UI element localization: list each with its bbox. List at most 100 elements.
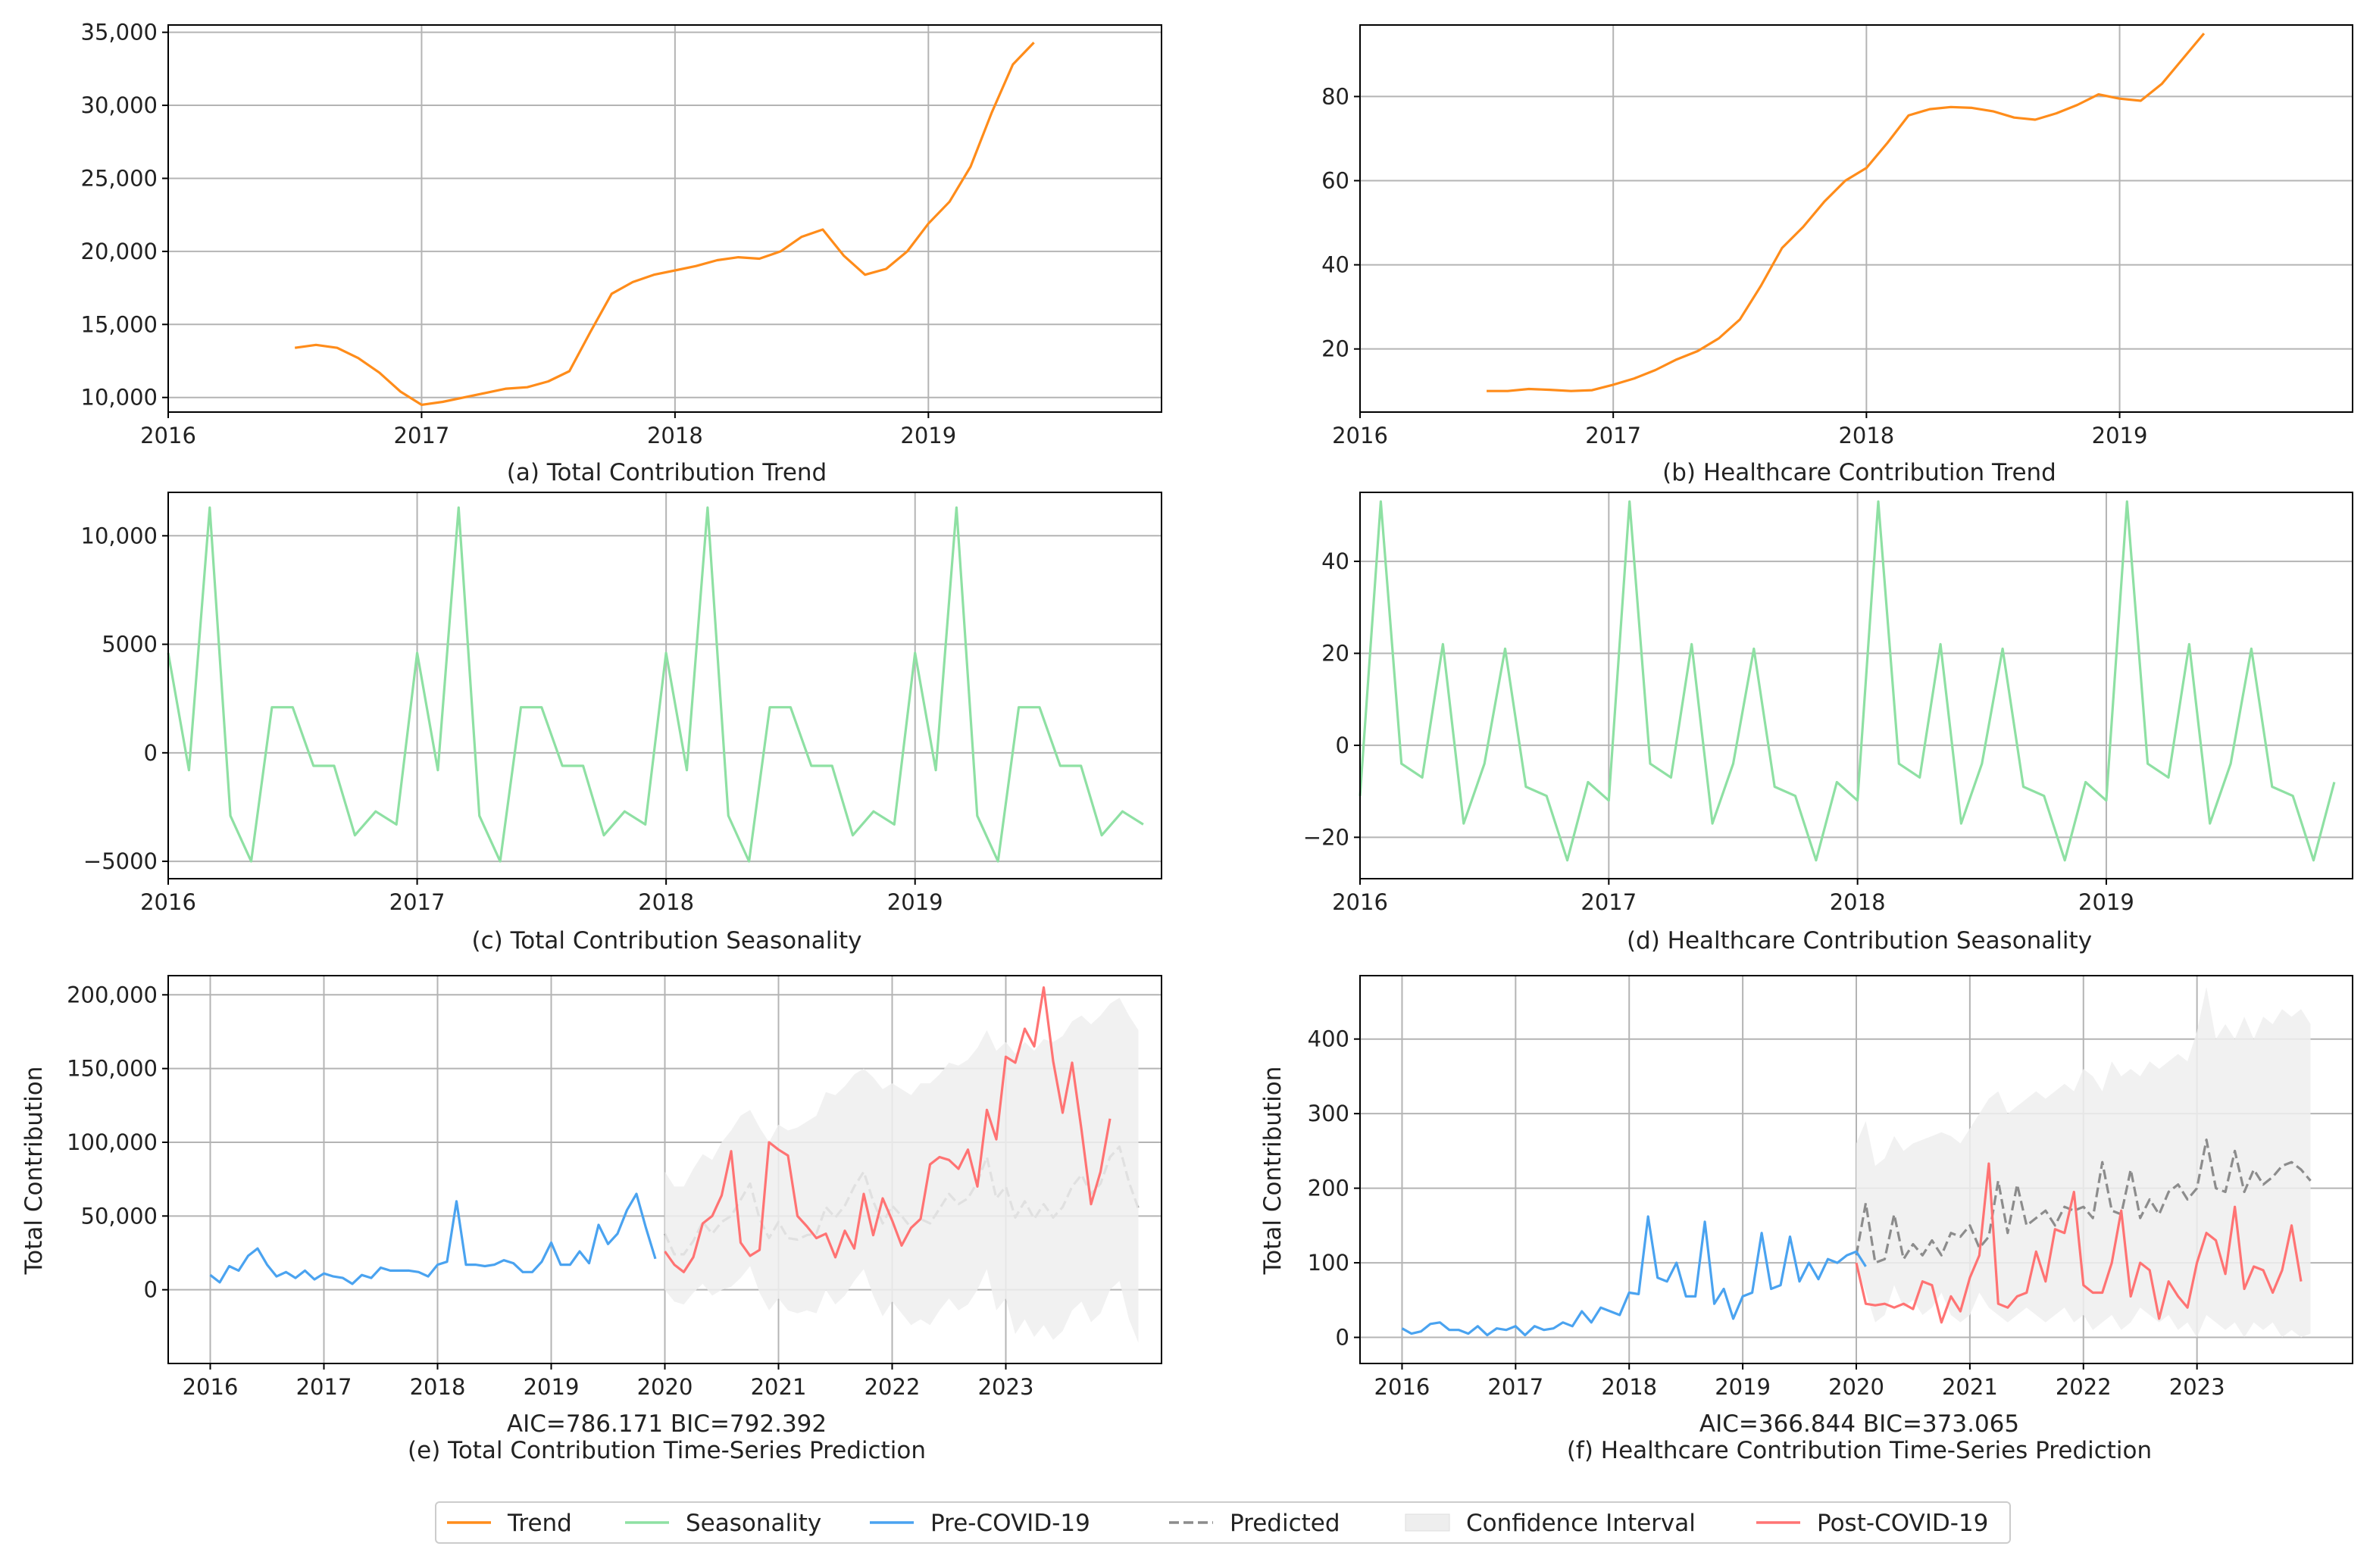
xtick-label-2018: 2018 (1601, 1374, 1657, 1400)
ytick-label-400: 400 (1308, 1026, 1349, 1052)
series-seasonality (1359, 500, 2336, 862)
legend-frame (435, 1501, 2011, 1544)
subplot-c: (c) Total Contribution Seasonality 2016 2… (81, 492, 1162, 954)
series-trend (294, 41, 1035, 407)
series-post-covid-19 (1855, 1162, 2303, 1324)
ytick-label-0: 0 (1336, 1325, 1349, 1351)
ytick-label-10,000: 10,000 (81, 385, 158, 411)
ytick-label-35,000: 35,000 (81, 20, 158, 45)
series-predicted (1855, 1138, 2312, 1264)
xtick-label-2016: 2016 (1332, 889, 1388, 915)
xtick-label-2020: 2020 (637, 1374, 693, 1400)
series-pre-covid-19 (209, 1192, 657, 1285)
series-seasonality (167, 506, 1144, 863)
xtick-label-2019: 2019 (900, 423, 956, 448)
ytick-label-100: 100 (1308, 1250, 1349, 1276)
ytick-label-25,000: 25,000 (81, 165, 158, 191)
subplot-d: (d) Healthcare Contribution Seasonality … (1303, 492, 2353, 954)
ytick-label-20: 20 (1321, 336, 1349, 362)
ytick-label-0: 0 (144, 740, 158, 766)
xtick-label-2022: 2022 (2056, 1374, 2112, 1400)
xtick-label-2016: 2016 (1374, 1374, 1430, 1400)
xtick-label-2018: 2018 (1830, 889, 1886, 915)
ytick-label-30,000: 30,000 (81, 92, 158, 118)
xtick-label-2018: 2018 (647, 423, 703, 448)
ytick-label-50,000: 50,000 (81, 1203, 158, 1229)
subplot-f: AIC=366.844 BIC=373.065 (f) Healthcare C… (1259, 975, 2353, 1464)
xtick-label-2021: 2021 (751, 1374, 807, 1400)
legend-label-confidence: Confidence Interval (1466, 1510, 1696, 1537)
xtick-label-2019: 2019 (887, 889, 943, 915)
xtick-label-2019: 2019 (1715, 1374, 1771, 1400)
xtick-label-2019: 2019 (2092, 423, 2148, 448)
ytick-label-5000: 5000 (102, 632, 158, 657)
xtick-label-2017: 2017 (296, 1374, 352, 1400)
xtick-label-2019: 2019 (524, 1374, 580, 1400)
series-confidence-interval (664, 998, 1139, 1343)
annotation-e: AIC=786.171 BIC=792.392 (507, 1410, 827, 1438)
series-pre-covid-19 (1401, 1215, 1867, 1337)
legend-label-predicted: Predicted (1230, 1510, 1340, 1537)
xtick-label-2017: 2017 (1487, 1374, 1543, 1400)
ylabel-f: Total Contribution (1259, 1067, 1287, 1276)
xtick-label-2018: 2018 (1838, 423, 1894, 448)
axes-frame (167, 24, 1162, 413)
annotation-f: AIC=366.844 BIC=373.065 (1699, 1410, 2019, 1438)
ytick-label-300: 300 (1308, 1101, 1349, 1126)
axes-frame (167, 492, 1162, 879)
xtick-label-2017: 2017 (1585, 423, 1641, 448)
ytick-label-40: 40 (1321, 548, 1349, 574)
legend-label-pre_covid: Pre-COVID-19 (930, 1510, 1090, 1537)
caption-c: (c) Total Contribution Seasonality (472, 927, 862, 954)
xtick-label-2017: 2017 (394, 423, 450, 448)
ytick-label-15,000: 15,000 (81, 311, 158, 337)
subplot-b: (b) Healthcare Contribution Trend 2016 20… (1321, 24, 2353, 486)
axes-frame (1359, 24, 2353, 413)
ylabel-e: Total Contribution (20, 1067, 48, 1276)
xtick-label-2016: 2016 (140, 889, 196, 915)
ytick-label-−5000: −5000 (83, 848, 158, 874)
subplot-e: AIC=786.171 BIC=792.392 (e) Total Contri… (20, 975, 1162, 1464)
legend-label-post_covid: Post-COVID-19 (1817, 1510, 1988, 1537)
caption-f: (f) Healthcare Contribution Time-Series … (1567, 1437, 2152, 1464)
series-post-covid-19 (664, 985, 1112, 1273)
ytick-label-20: 20 (1321, 641, 1349, 667)
xtick-label-2022: 2022 (865, 1374, 921, 1400)
xtick-label-2016: 2016 (140, 423, 196, 448)
series-trend (1487, 33, 2206, 392)
xtick-label-2023: 2023 (2169, 1374, 2225, 1400)
legend-label-seasonality: Seasonality (686, 1510, 821, 1537)
xtick-label-2016: 2016 (1332, 423, 1388, 448)
ytick-label-−20: −20 (1303, 824, 1349, 850)
xtick-label-2016: 2016 (183, 1374, 239, 1400)
ytick-label-40: 40 (1321, 252, 1349, 278)
xtick-label-2017: 2017 (1581, 889, 1637, 915)
xtick-label-2018: 2018 (638, 889, 694, 915)
series-confidence-interval (1856, 986, 2311, 1338)
ytick-label-80: 80 (1321, 83, 1349, 109)
ytick-label-60: 60 (1321, 168, 1349, 194)
xtick-label-2018: 2018 (410, 1374, 466, 1400)
legend: Trend Seasonality Pre-COVID-19 Predicted Con… (435, 1501, 2011, 1544)
xtick-label-2017: 2017 (389, 889, 446, 915)
ytick-label-200,000: 200,000 (67, 982, 158, 1007)
caption-e: (e) Total Contribution Time-Series Predi… (408, 1437, 926, 1464)
ytick-label-100,000: 100,000 (67, 1129, 158, 1155)
legend-swatch-confidence (1405, 1513, 1450, 1532)
legend-label-trend: Trend (507, 1510, 572, 1537)
ytick-label-0: 0 (144, 1277, 158, 1303)
xtick-label-2023: 2023 (978, 1374, 1034, 1400)
ytick-label-10,000: 10,000 (81, 523, 158, 548)
xtick-label-2019: 2019 (2078, 889, 2134, 915)
caption-d: (d) Healthcare Contribution Seasonality (1627, 927, 2092, 954)
caption-a: (a) Total Contribution Trend (507, 459, 827, 486)
ytick-label-0: 0 (1336, 732, 1349, 758)
xtick-label-2020: 2020 (1828, 1374, 1884, 1400)
ytick-label-20,000: 20,000 (81, 239, 158, 264)
axes-frame (1359, 492, 2353, 879)
ytick-label-150,000: 150,000 (67, 1056, 158, 1082)
caption-b: (b) Healthcare Contribution Trend (1662, 459, 2056, 486)
ytick-label-200: 200 (1308, 1176, 1349, 1201)
xtick-label-2021: 2021 (1942, 1374, 1998, 1400)
